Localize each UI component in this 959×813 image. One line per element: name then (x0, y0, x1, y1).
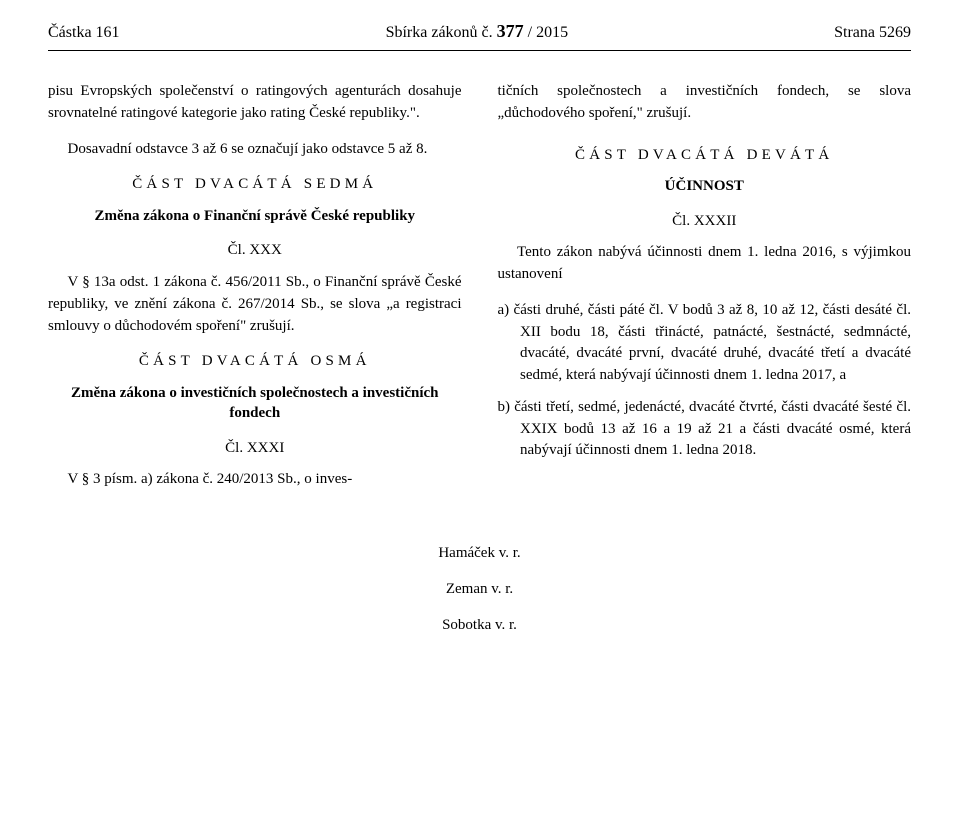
part-title-27: ČÁST DVACÁTÁ SEDMÁ (48, 174, 462, 196)
left-column: pisu Evropských společenství o ratingový… (48, 81, 462, 505)
paragraph-continuation: pisu Evropských společenství o ratingový… (48, 81, 462, 125)
header-right: Strana 5269 (834, 21, 911, 44)
paragraph-split-start: V § 3 písm. a) zákona č. 240/2013 Sb., o… (48, 469, 462, 491)
signature-1: Hamáček v. r. (48, 543, 911, 565)
law-title-27: Změna zákona o Finanční správě České rep… (48, 206, 462, 226)
article-31: Čl. XXXI (48, 438, 462, 460)
paragraph: Tento zákon nabývá účinnosti dnem 1. led… (498, 242, 912, 286)
part-title-28: ČÁST DVACÁTÁ OSMÁ (48, 351, 462, 373)
signature-2: Zeman v. r. (48, 579, 911, 601)
part-title-29: ČÁST DVACÁTÁ DEVÁTÁ (498, 145, 912, 167)
paragraph-split-end: tičních společnostech a investičních fon… (498, 81, 912, 125)
article-32: Čl. XXXII (498, 211, 912, 233)
paragraph: Dosavadní odstavce 3 až 6 se označují ja… (48, 139, 462, 161)
header-left: Částka 161 (48, 21, 120, 44)
paragraph: V § 13a odst. 1 zákona č. 456/2011 Sb., … (48, 272, 462, 337)
header-center: Sbírka zákonů č. 377 / 2015 (386, 18, 569, 44)
content-columns: pisu Evropských společenství o ratingový… (48, 81, 911, 505)
signature-3: Sobotka v. r. (48, 615, 911, 637)
list-item-a: a) části druhé, části páté čl. V bodů 3 … (498, 300, 912, 387)
right-column: tičních společnostech a investičních fon… (498, 81, 912, 505)
law-title-28: Změna zákona o investičních společnostec… (48, 383, 462, 424)
page-header: Částka 161 Sbírka zákonů č. 377 / 2015 S… (48, 18, 911, 51)
law-title-29: ÚČINNOST (498, 176, 912, 196)
list-item-b: b) části třetí, sedmé, jedenácté, dvacát… (498, 397, 912, 462)
signatures-block: Hamáček v. r. Zeman v. r. Sobotka v. r. (48, 543, 911, 636)
article-30: Čl. XXX (48, 240, 462, 262)
